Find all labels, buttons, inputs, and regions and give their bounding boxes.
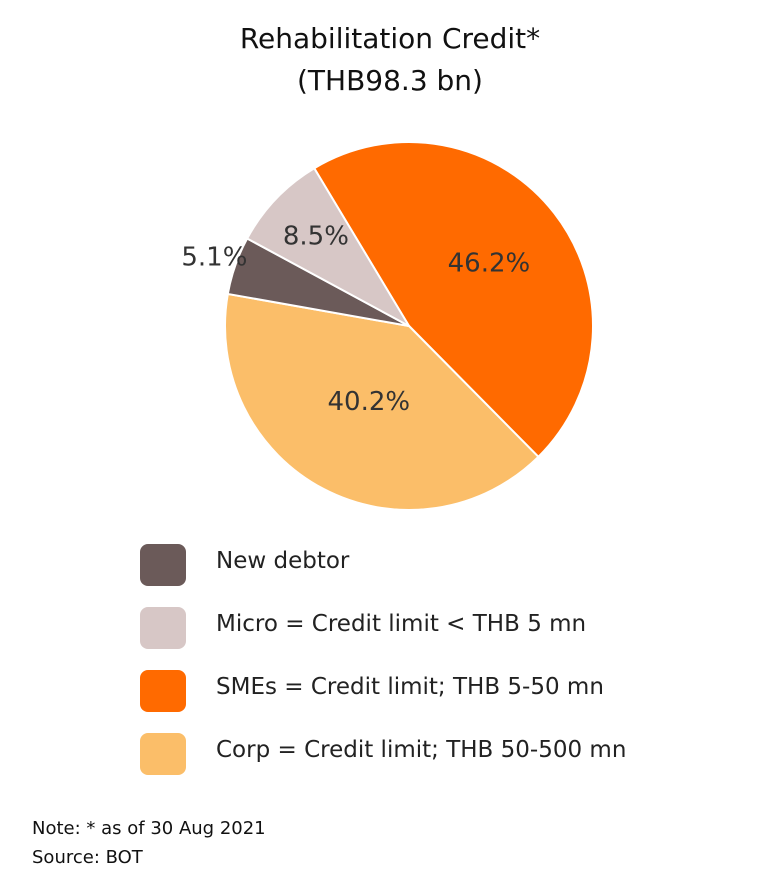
- legend-swatch-smes: [140, 670, 186, 712]
- pie-slice-labels: 46.2% 40.2% 5.1% 8.5%: [181, 222, 530, 418]
- source-text: Source: BOT: [32, 847, 143, 868]
- legend-swatch-new-debtor: [140, 544, 186, 586]
- pie-slice-label-0: 46.2%: [448, 248, 531, 278]
- pie-slice-label-3: 8.5%: [283, 222, 349, 252]
- pie-slice-0: [312, 141, 594, 459]
- note-text: Note: * as of 30 Aug 2021: [32, 818, 266, 839]
- pie-slice-label-2: 5.1%: [181, 243, 247, 273]
- legend-swatch-corp: [140, 733, 186, 775]
- legend-label-new-debtor: New debtor: [216, 548, 350, 574]
- pie-slice-label-1: 40.2%: [328, 387, 411, 417]
- chart-title-text: Rehabilitation Credit*: [239, 22, 541, 55]
- chart-footnote: Note: * as of 30 Aug 2021 Source: BOT: [32, 814, 266, 872]
- chart-subtitle: (THB98.3 bn): [297, 64, 483, 97]
- pie-chart: 46.2% 40.2% 5.1% 8.5%: [181, 141, 594, 511]
- legend-swatch-micro: [140, 607, 186, 649]
- legend-label-corp: Corp = Credit limit; THB 50-500 mn: [216, 737, 627, 763]
- pie-slices: [224, 141, 594, 511]
- pie-slice-1: [224, 292, 540, 511]
- chart-title: Rehabilitation Credit* (THB98.3 bn): [0, 18, 780, 102]
- legend-label-micro: Micro = Credit limit < THB 5 mn: [216, 611, 587, 637]
- pie-slice-3: [245, 166, 412, 329]
- legend-label-smes: SMEs = Credit limit; THB 5-50 mn: [216, 674, 604, 700]
